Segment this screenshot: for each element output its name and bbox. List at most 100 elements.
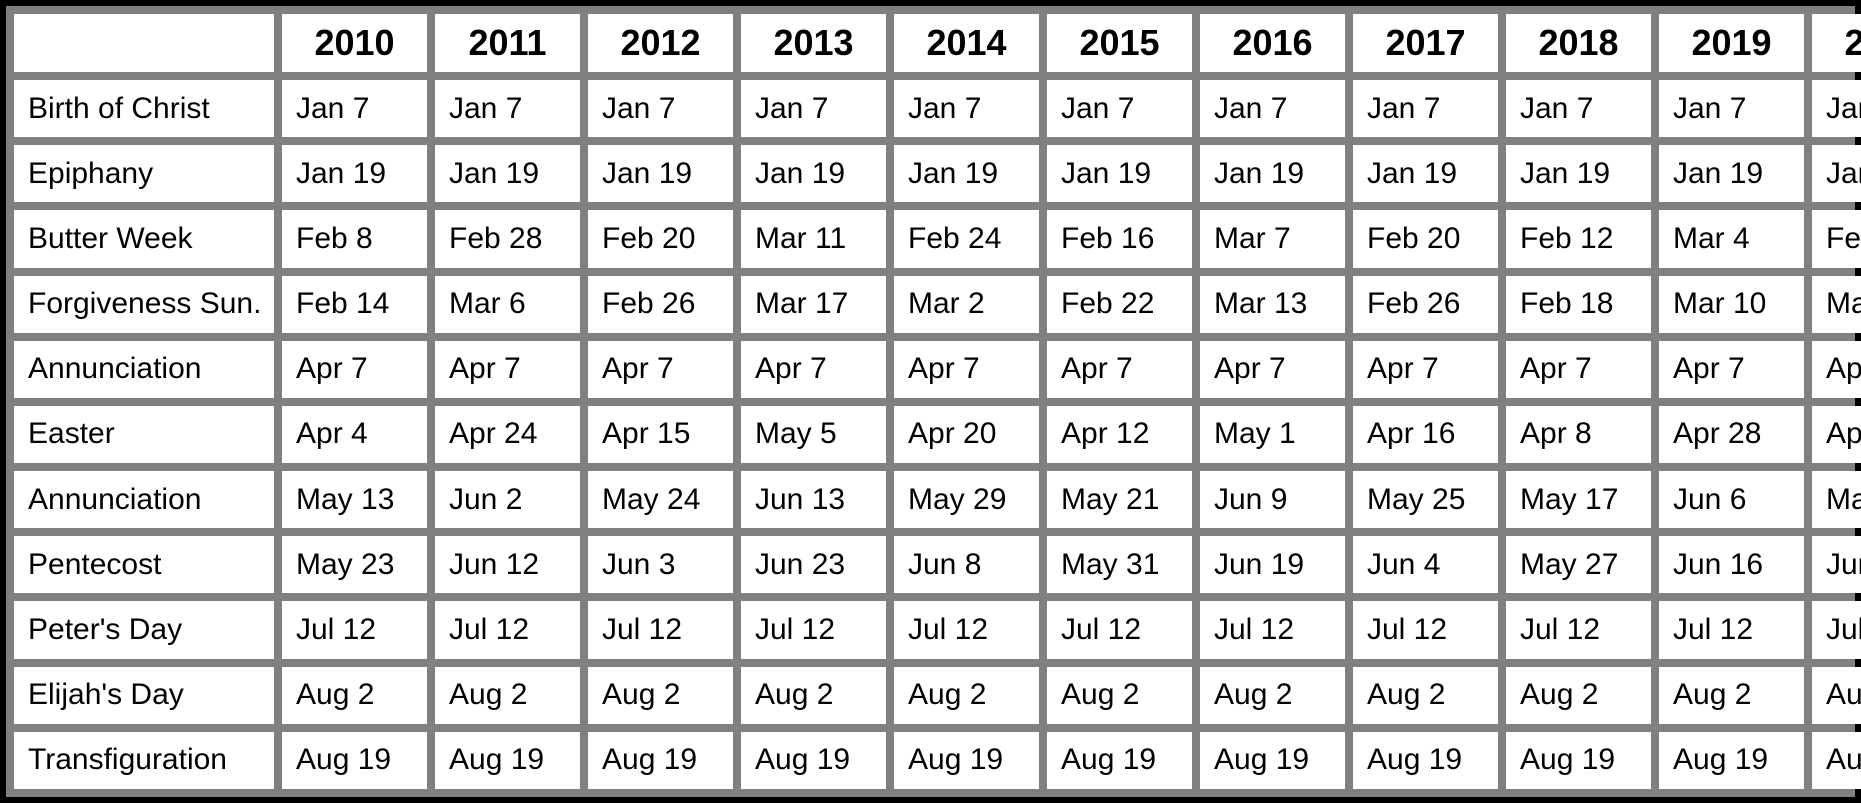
- row-header: Elijah's Day: [14, 667, 274, 724]
- table-body: Birth of ChristJan 7Jan 7Jan 7Jan 7Jan 7…: [14, 80, 1861, 789]
- table-cell: Jul 12: [1812, 601, 1861, 658]
- table-cell: Aug 2: [1353, 667, 1498, 724]
- column-header: 2017: [1353, 14, 1498, 72]
- table-cell: Jan 7: [435, 80, 580, 137]
- row-header: Annunciation: [14, 471, 274, 528]
- table-cell: Apr 7: [894, 341, 1039, 398]
- table-cell: Jul 12: [1047, 601, 1192, 658]
- table-cell: May 21: [1047, 471, 1192, 528]
- row-header: Epiphany: [14, 145, 274, 202]
- table-cell: Jan 7: [894, 80, 1039, 137]
- table-cell: Jun 6: [1659, 471, 1804, 528]
- table-cell: Aug 19: [1506, 732, 1651, 789]
- table-row: EasterApr 4Apr 24Apr 15May 5Apr 20Apr 12…: [14, 406, 1861, 463]
- table-cell: Jul 12: [435, 601, 580, 658]
- table-row: TransfigurationAug 19Aug 19Aug 19Aug 19A…: [14, 732, 1861, 789]
- table-cell: Feb 8: [282, 210, 427, 267]
- table-cell: Apr 7: [435, 341, 580, 398]
- table-header-row: 2010 2011 2012 2013 2014 2015 2016 2017 …: [14, 14, 1861, 72]
- table-cell: Aug 19: [1659, 732, 1804, 789]
- table-row: PentecostMay 23Jun 12Jun 3Jun 23Jun 8May…: [14, 536, 1861, 593]
- table-cell: Jul 12: [894, 601, 1039, 658]
- table-row: AnnunciationMay 13Jun 2May 24Jun 13May 2…: [14, 471, 1861, 528]
- table-cell: May 17: [1506, 471, 1651, 528]
- table-cell: Apr 7: [588, 341, 733, 398]
- table-cell: Jan 7: [1812, 80, 1861, 137]
- column-header: 2018: [1506, 14, 1651, 72]
- column-header: 2014: [894, 14, 1039, 72]
- table-cell: Mar 4: [1659, 210, 1804, 267]
- table-cell: May 5: [741, 406, 886, 463]
- column-header: 2020: [1812, 14, 1861, 72]
- table-cell: Jan 19: [1353, 145, 1498, 202]
- table-cell: Jul 12: [1353, 601, 1498, 658]
- table-cell: Apr 7: [1353, 341, 1498, 398]
- table-row: EpiphanyJan 19Jan 19Jan 19Jan 19Jan 19Ja…: [14, 145, 1861, 202]
- table-cell: Jan 19: [435, 145, 580, 202]
- table-cell: Jan 7: [1659, 80, 1804, 137]
- table-row: Elijah's DayAug 2Aug 2Aug 2Aug 2Aug 2Aug…: [14, 667, 1861, 724]
- table-cell: Aug 19: [588, 732, 733, 789]
- column-header: 2010: [282, 14, 427, 72]
- table-cell: Jul 12: [588, 601, 733, 658]
- table-cell: Jun 23: [741, 536, 886, 593]
- table-cell: Jul 12: [1506, 601, 1651, 658]
- table-cell: May 1: [1200, 406, 1345, 463]
- table-cell: Jul 12: [741, 601, 886, 658]
- table-cell: Aug 2: [1812, 667, 1861, 724]
- table-cell: Jan 7: [741, 80, 886, 137]
- table-cell: Aug 19: [1200, 732, 1345, 789]
- table-cell: Jul 12: [282, 601, 427, 658]
- table-row: Butter WeekFeb 8Feb 28Feb 20Mar 11Feb 24…: [14, 210, 1861, 267]
- table-cell: Mar 17: [741, 276, 886, 333]
- table-cell: May 31: [1047, 536, 1192, 593]
- table-cell: Apr 24: [435, 406, 580, 463]
- table-cell: Feb 14: [282, 276, 427, 333]
- table-cell: Jun 4: [1353, 536, 1498, 593]
- table-cell: Apr 19: [1812, 406, 1861, 463]
- table-cell: Apr 8: [1506, 406, 1651, 463]
- table-cell: Aug 19: [741, 732, 886, 789]
- table-cell: Feb 16: [1047, 210, 1192, 267]
- table-cell: May 27: [1506, 536, 1651, 593]
- table-cell: Feb 26: [588, 276, 733, 333]
- table-cell: Jan 19: [1506, 145, 1651, 202]
- table-cell: Jul 12: [1200, 601, 1345, 658]
- table-cell: Feb 22: [1047, 276, 1192, 333]
- table-cell: Apr 7: [1200, 341, 1345, 398]
- table-row: Peter's DayJul 12Jul 12Jul 12Jul 12Jul 1…: [14, 601, 1861, 658]
- table-cell: Jun 9: [1200, 471, 1345, 528]
- table-cell: Jan 7: [1200, 80, 1345, 137]
- table-corner-cell: [14, 14, 274, 72]
- table-cell: Jan 7: [1353, 80, 1498, 137]
- table-cell: Aug 19: [894, 732, 1039, 789]
- table-cell: Mar 7: [1200, 210, 1345, 267]
- table-cell: Mar 11: [741, 210, 886, 267]
- table-cell: Mar 10: [1659, 276, 1804, 333]
- table-cell: May 25: [1353, 471, 1498, 528]
- table-cell: Mar 6: [435, 276, 580, 333]
- column-header: 2015: [1047, 14, 1192, 72]
- table-cell: Apr 20: [894, 406, 1039, 463]
- table-cell: Jan 19: [894, 145, 1039, 202]
- column-header: 2012: [588, 14, 733, 72]
- table-cell: Apr 16: [1353, 406, 1498, 463]
- table-cell: Apr 15: [588, 406, 733, 463]
- table-cell: Jan 7: [282, 80, 427, 137]
- table-cell: Apr 4: [282, 406, 427, 463]
- table-cell: Aug 19: [435, 732, 580, 789]
- row-header: Butter Week: [14, 210, 274, 267]
- table-cell: Apr 12: [1047, 406, 1192, 463]
- row-header: Forgiveness Sun.: [14, 276, 274, 333]
- table-cell: Jan 19: [588, 145, 733, 202]
- table-cell: May 23: [282, 536, 427, 593]
- table-cell: Jun 8: [894, 536, 1039, 593]
- table-cell: Apr 28: [1659, 406, 1804, 463]
- table-cell: Feb 18: [1506, 276, 1651, 333]
- table-cell: Aug 2: [894, 667, 1039, 724]
- table-cell: Aug 2: [435, 667, 580, 724]
- table-cell: Mar 1: [1812, 276, 1861, 333]
- table-cell: Jun 2: [435, 471, 580, 528]
- table-row: Birth of ChristJan 7Jan 7Jan 7Jan 7Jan 7…: [14, 80, 1861, 137]
- table-cell: Aug 2: [588, 667, 733, 724]
